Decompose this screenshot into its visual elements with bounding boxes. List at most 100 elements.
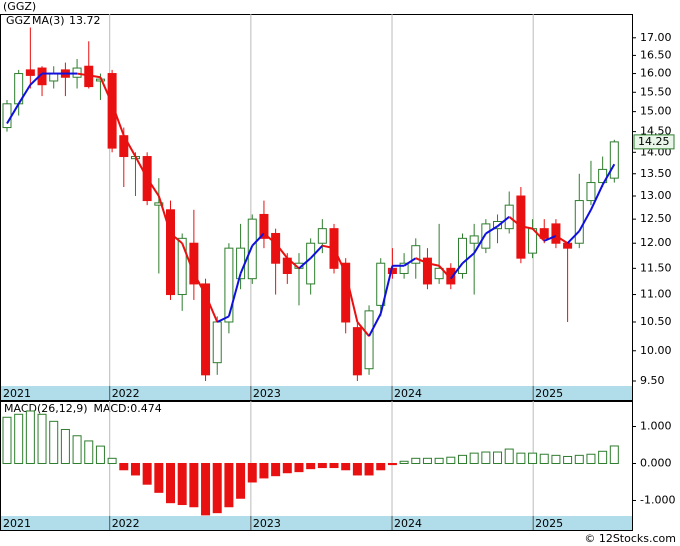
candle-body [166, 209, 176, 296]
macd-bar [72, 435, 82, 464]
macd-bar [107, 457, 117, 464]
macd-bar [49, 420, 59, 464]
ma-line [322, 244, 335, 250]
candle-body [154, 202, 164, 206]
candle-body [481, 223, 491, 249]
candle-body [25, 69, 35, 76]
macd-bar [166, 462, 176, 504]
candle-body [352, 327, 362, 376]
macd-prefix: MACD: [94, 402, 131, 415]
macd-bar [411, 457, 421, 464]
candle-body [539, 228, 549, 239]
ma-line [601, 163, 616, 186]
candle-body [457, 237, 467, 274]
x-tick-label: 2025 [535, 517, 563, 530]
ma-line [450, 262, 464, 280]
macd-bar [60, 428, 70, 464]
macd-bar [586, 453, 596, 464]
y-tick-label: 16.00 [640, 67, 672, 80]
macd-name: MACD(26,12,9) [4, 402, 88, 415]
y-tick-label: 15.00 [640, 105, 672, 118]
x-tick-label: 2024 [394, 387, 422, 400]
macd-bar [446, 456, 456, 464]
ma-line [239, 245, 254, 274]
x-tick-label: 2021 [3, 387, 31, 400]
ma-line [496, 216, 510, 228]
ma-line [344, 273, 359, 323]
y-tick-label: 10.50 [640, 315, 672, 328]
macd-bar [376, 462, 386, 471]
candle-body [446, 267, 456, 285]
y2-tick-label: -1.000 [640, 493, 675, 506]
ma-line [461, 252, 475, 264]
ma-line [99, 76, 114, 105]
candle-body [2, 103, 12, 129]
ma-line [204, 294, 219, 323]
y2-tick-label: 1.000 [640, 420, 672, 433]
macd-bar [189, 462, 199, 508]
macd-bar [516, 452, 526, 464]
candle-body [411, 245, 421, 264]
candle-body [376, 262, 386, 306]
ma-line [286, 257, 300, 270]
macd-bar [212, 462, 222, 514]
ma-line [415, 257, 428, 265]
legend-ma: MA(3) [32, 14, 65, 27]
legend-ma-value: 13.72 [69, 14, 101, 27]
candle-body [434, 267, 444, 280]
macd-bar [551, 454, 561, 464]
macd-bar [306, 462, 316, 470]
ma-line [578, 209, 592, 232]
ma-line [520, 225, 533, 230]
macd-bar [387, 462, 397, 466]
ma-line [368, 313, 382, 337]
watermark: © 12Stocks.com [584, 532, 676, 545]
macd-bar [259, 462, 269, 479]
candle-body [201, 283, 211, 376]
y-tick-label: 9.50 [640, 374, 665, 387]
macd-bar [201, 462, 211, 516]
chart-title: (GGZ) [3, 0, 36, 13]
macd-bar [37, 413, 47, 464]
ma-line [111, 103, 125, 137]
macd-bar [422, 457, 432, 464]
macd-bar [504, 448, 514, 464]
x-tick-label: 2024 [394, 517, 422, 530]
ma-line [427, 262, 440, 267]
candle-body [609, 141, 619, 179]
y2-tick-label: 0.000 [640, 456, 672, 469]
macd-bar [457, 454, 467, 464]
ma-line [379, 265, 394, 314]
x-tick-label: 2022 [112, 517, 140, 530]
ma-line [227, 273, 242, 317]
macd-bar [609, 445, 619, 464]
last-price-box [633, 134, 675, 150]
y-tick-label: 12.00 [640, 236, 672, 249]
ma-line [298, 257, 312, 270]
macd-bar [177, 462, 187, 506]
last-price-label: 14.25 [638, 135, 670, 148]
ma-line [356, 321, 370, 337]
time-bar [1, 516, 632, 530]
candle-body [574, 200, 584, 244]
x-tick-label: 2023 [253, 517, 281, 530]
ma-line [157, 195, 172, 234]
macd-value: 0.474 [130, 402, 162, 415]
candle-body [586, 182, 596, 202]
macd-legend: MACD(26,12,9) MACD:0.474 [4, 402, 162, 415]
ma-line [251, 232, 265, 247]
macd-bar [528, 452, 538, 464]
macd-bar [469, 452, 479, 464]
ma-line [263, 232, 277, 244]
candle-body [364, 310, 374, 370]
x-tick-label: 2022 [112, 387, 140, 400]
price-panel [0, 14, 633, 401]
legend-symbol: GGZ [6, 14, 31, 27]
macd-bar [481, 451, 491, 464]
candle-body [49, 73, 59, 82]
macd-bar [364, 462, 374, 476]
macd-bar [317, 462, 327, 469]
candle-body [306, 242, 316, 285]
